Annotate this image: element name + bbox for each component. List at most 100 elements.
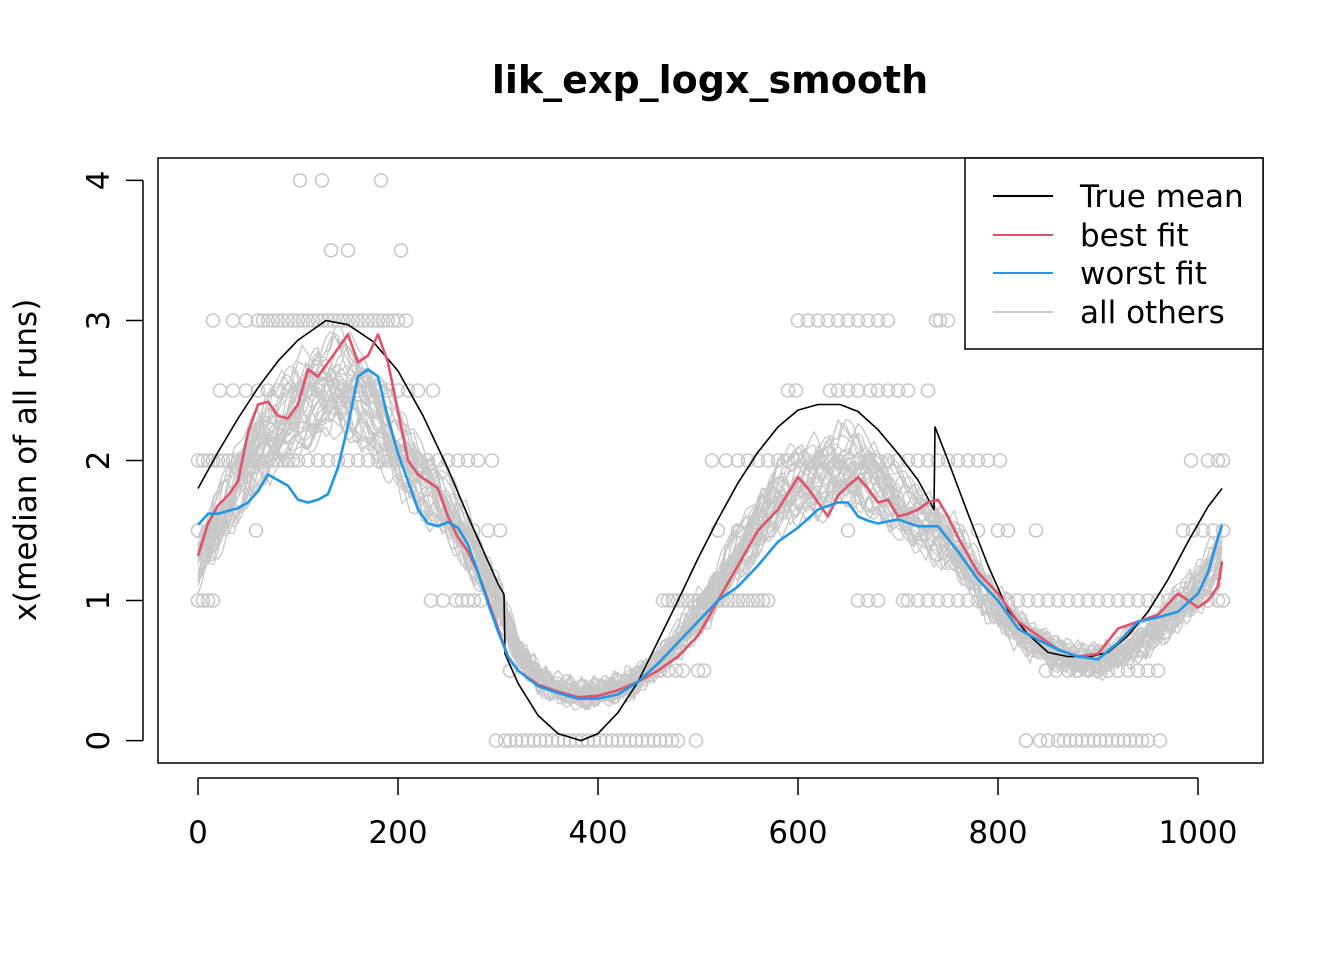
legend-box [964, 157, 1264, 350]
data-point [1032, 733, 1048, 748]
data-point [190, 453, 206, 468]
data-point [740, 593, 756, 608]
data-point [900, 593, 916, 608]
other-run-line [197, 401, 1223, 708]
data-point [484, 453, 500, 468]
data-point [1074, 733, 1090, 748]
x-tick-label: 400 [568, 815, 627, 851]
data-point [616, 733, 632, 748]
data-point [265, 313, 281, 328]
data-point [502, 733, 518, 748]
data-point [640, 733, 656, 748]
data-point [370, 313, 386, 328]
data-point [285, 313, 301, 328]
data-point [870, 313, 886, 328]
data-point [340, 243, 356, 258]
data-point [970, 523, 986, 538]
data-point [870, 383, 886, 398]
data-point [275, 313, 291, 328]
data-point [514, 733, 530, 748]
data-point [1028, 523, 1044, 538]
x-tick-label: 200 [368, 815, 427, 851]
data-point [950, 593, 966, 608]
data-point [880, 313, 896, 328]
other-run-line [197, 323, 1223, 695]
plot-area [190, 173, 1231, 748]
data-point [840, 383, 856, 398]
data-point [300, 453, 316, 468]
data-point [1195, 523, 1211, 538]
data-point [1140, 663, 1156, 678]
y-axis-label: x(median of all runs) [8, 299, 44, 622]
data-point [735, 593, 751, 608]
data-point [940, 453, 956, 468]
data-point [556, 733, 572, 748]
data-point [688, 733, 704, 748]
data-point [1183, 453, 1199, 468]
data-point [225, 383, 241, 398]
data-point [780, 383, 796, 398]
data-point [1140, 733, 1156, 748]
data-point [1062, 733, 1078, 748]
x-tick-label: 600 [768, 815, 827, 851]
other-runs [197, 323, 1223, 712]
data-point [1110, 593, 1126, 608]
data-point [544, 733, 560, 748]
data-point [488, 733, 504, 748]
data-point [390, 313, 406, 328]
data-point [730, 593, 746, 608]
worst-fit-line [197, 368, 1224, 700]
data-point [1116, 733, 1132, 748]
data-point [1092, 733, 1108, 748]
data-point [215, 453, 231, 468]
data-point [675, 593, 691, 608]
data-point [940, 313, 956, 328]
data-point [205, 313, 221, 328]
x-axis: 0 200 400 600 800 1000 [188, 777, 1237, 851]
legend-label-true-mean: True mean [1079, 179, 1244, 215]
data-point [255, 313, 271, 328]
data-point [1080, 593, 1096, 608]
data-point [634, 733, 650, 748]
other-run-line [197, 382, 1223, 706]
data-point [920, 593, 936, 608]
data-point [1120, 663, 1136, 678]
data-point [862, 383, 878, 398]
data-point [320, 313, 336, 328]
x-tick-label: 800 [968, 815, 1027, 851]
data-point [1000, 523, 1016, 538]
data-point [696, 663, 712, 678]
data-point [646, 733, 662, 748]
data-point [1068, 733, 1084, 748]
data-point [990, 523, 1006, 538]
data-point [655, 593, 671, 608]
data-point [750, 593, 766, 608]
data-point [526, 733, 542, 748]
data-point [668, 663, 684, 678]
data-point [592, 733, 608, 748]
data-point [1152, 733, 1168, 748]
true-mean-line [197, 319, 1223, 742]
data-point [375, 313, 391, 328]
data-point [1210, 593, 1226, 608]
data-point [604, 733, 620, 748]
data-point [1128, 733, 1144, 748]
y-tick-label: 0 [81, 731, 117, 751]
data-point [260, 313, 276, 328]
data-point [850, 383, 866, 398]
data-point [1150, 663, 1166, 678]
legend: True mean best fit worst fit all others [964, 157, 1264, 350]
data-point [710, 523, 726, 538]
data-point [880, 383, 896, 398]
data-point [850, 593, 866, 608]
data-point [195, 593, 211, 608]
data-point [295, 313, 311, 328]
data-point [508, 733, 524, 748]
data-point [248, 523, 264, 538]
data-point [200, 593, 216, 608]
data-point [820, 313, 836, 328]
data-point [320, 453, 336, 468]
data-point [1122, 733, 1138, 748]
data-point [1134, 733, 1150, 748]
data-point [900, 383, 916, 398]
